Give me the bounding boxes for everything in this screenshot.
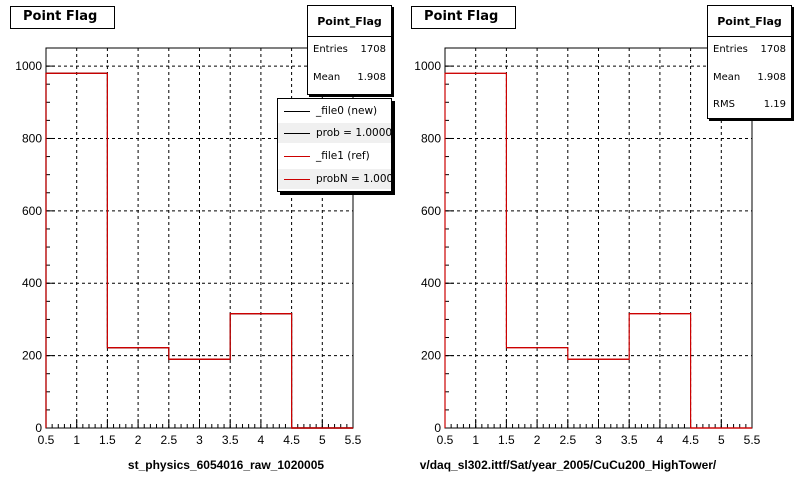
x-tick-label: 1.5 bbox=[99, 433, 116, 447]
y-tick-label: 0 bbox=[434, 421, 441, 435]
x-tick-label: 2 bbox=[135, 433, 142, 447]
y-tick-label: 800 bbox=[421, 131, 441, 145]
x-tick-label: 3 bbox=[196, 433, 203, 447]
x-tick-label: 5.5 bbox=[744, 433, 761, 447]
x-tick-label: 3.5 bbox=[621, 433, 638, 447]
left-stats-row-mean: Mean 1.908 bbox=[313, 72, 386, 83]
y-tick-label: 800 bbox=[22, 131, 42, 145]
legend-line-ref bbox=[284, 155, 310, 157]
left-stats-value: 1708 bbox=[360, 44, 386, 55]
legend-entry: _file1 (ref) bbox=[278, 146, 391, 166]
right-title: Point Flag bbox=[424, 9, 499, 24]
right-stats-label: Entries bbox=[713, 44, 748, 55]
legend-entry: probN = 1.000000 bbox=[278, 169, 391, 189]
x-tick-label: 5 bbox=[319, 433, 326, 447]
x-tick-label: 2.5 bbox=[559, 433, 576, 447]
x-tick-label: 0.5 bbox=[38, 433, 55, 447]
x-tick-label: 0.5 bbox=[437, 433, 454, 447]
x-tick-label: 2.5 bbox=[160, 433, 177, 447]
x-tick-label: 1 bbox=[472, 433, 479, 447]
x-tick-label: 4 bbox=[657, 433, 664, 447]
right-stats-value: 1.19 bbox=[763, 99, 786, 110]
legend-entry: prob = 1.000000 bbox=[278, 123, 392, 143]
legend-label: _file1 (ref) bbox=[316, 150, 370, 162]
y-tick-label: 1000 bbox=[15, 59, 42, 73]
y-tick-label: 200 bbox=[22, 349, 42, 363]
left-legend: _file0 (new) prob = 1.000000 _file1 (ref… bbox=[277, 98, 392, 192]
x-tick-label: 4.5 bbox=[283, 433, 300, 447]
left-title-box: Point Flag bbox=[10, 6, 115, 29]
legend-label: prob = 1.000000 bbox=[316, 127, 392, 139]
right-stats-box: Point_Flag Entries 1708 Mean 1.908 RMS 1… bbox=[707, 5, 792, 119]
legend-line-ref bbox=[284, 178, 310, 180]
y-tick-label: 400 bbox=[421, 276, 441, 290]
legend-entry: _file0 (new) bbox=[278, 101, 391, 121]
x-tick-label: 2 bbox=[534, 433, 541, 447]
x-tick-label: 1.5 bbox=[498, 433, 515, 447]
left-stats-name: Point_Flag bbox=[308, 6, 391, 37]
right-title-box: Point Flag bbox=[411, 6, 516, 29]
right-stats-row-mean: Mean 1.908 bbox=[713, 72, 786, 83]
right-stats-value: 1708 bbox=[760, 44, 786, 55]
left-stats-label: Mean bbox=[313, 72, 341, 83]
right-plot: 0.5 1 1.5 2 2.5 3 3.5 4 4.5 5 5.5 0 200 400 600 800 1000… bbox=[414, 47, 761, 472]
legend-line-new bbox=[284, 132, 310, 134]
legend-label: probN = 1.000000 bbox=[316, 173, 391, 185]
x-tick-label: 5 bbox=[718, 433, 725, 447]
right-stats-row-rms: RMS 1.19 bbox=[713, 99, 786, 110]
y-tick-label: 600 bbox=[22, 204, 42, 218]
left-stats-value: 1.908 bbox=[357, 72, 386, 83]
x-tick-label: 3 bbox=[595, 433, 602, 447]
x-tick-label: 4 bbox=[258, 433, 265, 447]
x-tick-label: 5.5 bbox=[345, 433, 362, 447]
right-stats-name: Point_Flag bbox=[708, 6, 791, 37]
y-tick-label: 600 bbox=[421, 204, 441, 218]
left-title: Point Flag bbox=[23, 9, 98, 24]
y-tick-label: 0 bbox=[35, 421, 42, 435]
x-axis-label: st_physics_6054016_raw_1020005 bbox=[128, 458, 324, 472]
right-stats-label: Mean bbox=[713, 72, 741, 83]
y-tick-label: 1000 bbox=[414, 59, 441, 73]
legend-label: _file0 (new) bbox=[316, 105, 378, 117]
y-tick-label: 400 bbox=[22, 276, 42, 290]
left-stats-row-entries: Entries 1708 bbox=[313, 44, 386, 55]
left-plot: 0.5 1 1.5 2 2.5 3 3.5 4 4.5 5 5.5 0 200 400 600 800 1000… bbox=[15, 47, 362, 472]
y-tick-label: 200 bbox=[421, 349, 441, 363]
left-stats-box: Point_Flag Entries 1708 Mean 1.908 bbox=[307, 5, 392, 95]
x-axis-label: v/daq_sl302.ittf/Sat/year_2005/CuCu200_H… bbox=[420, 458, 717, 472]
right-stats-row-entries: Entries 1708 bbox=[713, 44, 786, 55]
right-stats-label: RMS bbox=[713, 99, 735, 110]
right-stats-value: 1.908 bbox=[757, 72, 786, 83]
left-stats-label: Entries bbox=[313, 44, 348, 55]
x-tick-label: 1 bbox=[73, 433, 80, 447]
x-tick-label: 3.5 bbox=[222, 433, 239, 447]
x-tick-label: 4.5 bbox=[682, 433, 699, 447]
legend-line-new bbox=[284, 110, 310, 112]
